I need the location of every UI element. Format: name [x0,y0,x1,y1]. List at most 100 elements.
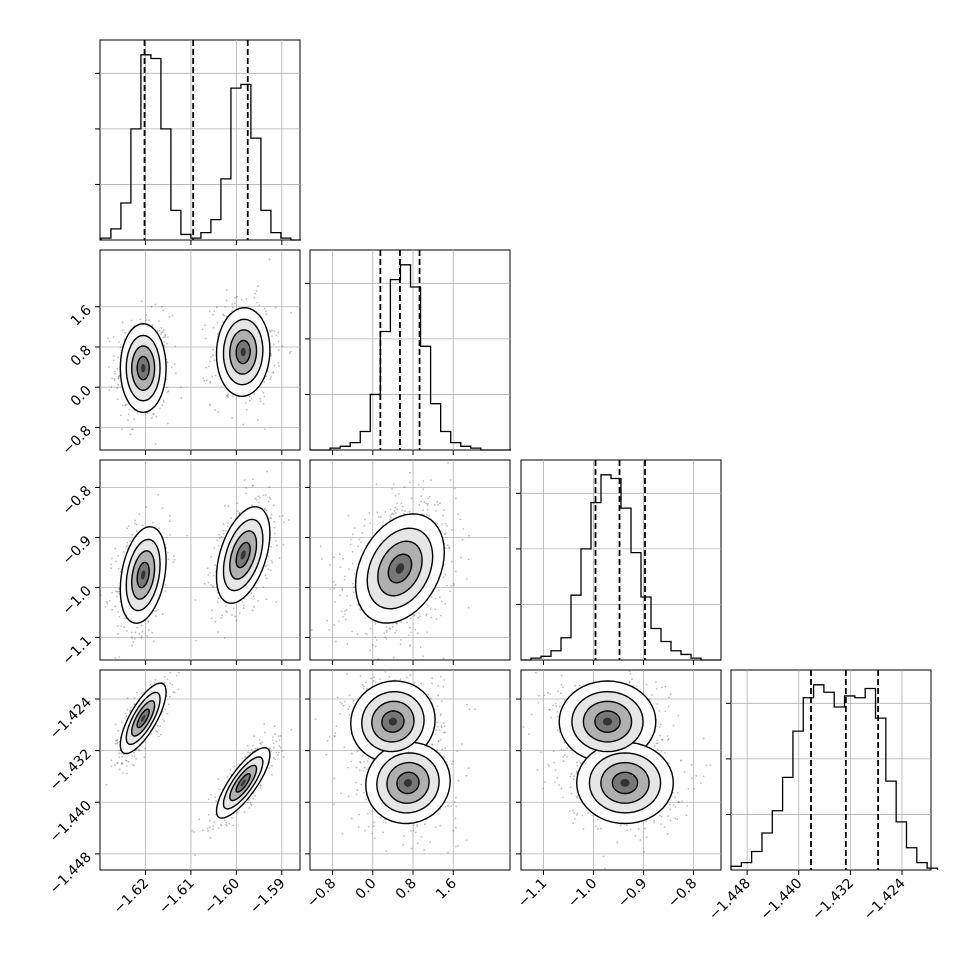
scatter-point [275,601,278,604]
scatter-point [658,710,661,712]
histogram-step-line [521,474,721,661]
scatter-point [163,681,166,684]
scatter-point [543,694,546,697]
scatter-point [163,666,165,668]
scatter-point [436,500,439,503]
scatter-point [254,292,256,295]
scatter-point [173,691,176,694]
scatter-point [457,779,460,782]
scatter-point [382,831,384,834]
scatter-point [227,522,229,525]
scatter-point [110,567,113,570]
scatter-point [208,365,210,368]
scatter-point [168,695,171,698]
scatter-point [373,837,376,840]
scatter-point [226,824,228,827]
scatter-point [114,656,117,659]
scatter-point [428,514,431,517]
scatter-point [365,663,367,665]
scatter-point [250,804,253,806]
scatter-point [356,633,359,636]
scatter-point [207,581,210,584]
scatter-point [157,493,159,496]
scatter-point [348,694,351,697]
scatter-point [118,376,120,379]
scatter-point [207,830,209,832]
scatter-point [666,735,669,738]
scatter-point [112,335,115,338]
scatter-point [350,760,353,763]
scatter-point [334,735,336,737]
scatter-point [454,570,457,573]
scatter-point [207,574,210,577]
scatter-point [439,824,442,827]
scatter-point [154,443,157,445]
scatter-point [334,640,337,643]
scatter-point [155,415,158,418]
scatter-point [172,561,175,564]
scatter-point [319,545,322,548]
scatter-point [425,614,428,617]
scatter-point [408,510,411,513]
scatter-point [120,752,123,755]
scatter-point [134,519,137,522]
scatter-point [152,521,154,524]
scatter-point [229,768,232,771]
scatter-point [158,320,160,322]
scatter-point [414,628,417,631]
scatter-point [207,813,210,816]
scatter-point [403,486,406,489]
scatter-point [399,643,402,646]
scatter-point [166,422,169,425]
scatter-point [100,594,102,597]
scatter-point [466,703,469,706]
scatter-point [435,597,437,600]
scatter-point [210,584,212,586]
scatter-point [224,610,227,612]
scatter-point [126,772,128,775]
y-tick-label: −1.0 [59,583,94,618]
x-tick-label: −0.8 [665,876,700,911]
scatter-point [234,302,236,305]
scatter-point [274,306,277,309]
scatter-point [125,715,128,717]
scatter-point [220,535,223,538]
scatter-point [447,462,449,464]
scatter-point [444,547,447,550]
scatter-point [209,836,212,839]
scatter-point [275,740,278,743]
scatter-point [423,823,426,826]
scatter-point [210,793,212,796]
scatter-point [114,372,116,375]
scatter-point [118,768,121,771]
histogram-step-line [100,54,301,241]
scatter-point [166,386,168,389]
scatter-point [231,303,234,306]
scatter-point [121,772,124,774]
scatter-point [214,374,217,377]
scatter-point [384,821,387,824]
scatter-point [342,704,345,707]
scatter-point [282,543,285,546]
scatter-point [461,743,463,745]
scatter-point [333,735,336,738]
scatter-point [467,558,470,561]
scatter-point [326,740,329,742]
scatter-point [266,564,268,567]
scatter-point [116,762,118,764]
scatter-point [269,376,272,378]
x-tick-label: −1.440 [758,876,806,924]
scatter-point [110,759,113,762]
scatter-point [230,613,233,616]
scatter-point [452,760,455,763]
scatter-point [273,526,276,529]
scatter-point [165,342,168,345]
scatter-point [343,700,346,703]
y-tick-label: −0.8 [59,423,94,458]
x-tick-label: −0.8 [304,876,339,911]
scatter-panel-1-2 [305,459,511,665]
scatter-point [236,502,239,505]
scatter-point [350,538,352,541]
scatter-point [357,545,359,548]
scatter-point [168,315,171,318]
